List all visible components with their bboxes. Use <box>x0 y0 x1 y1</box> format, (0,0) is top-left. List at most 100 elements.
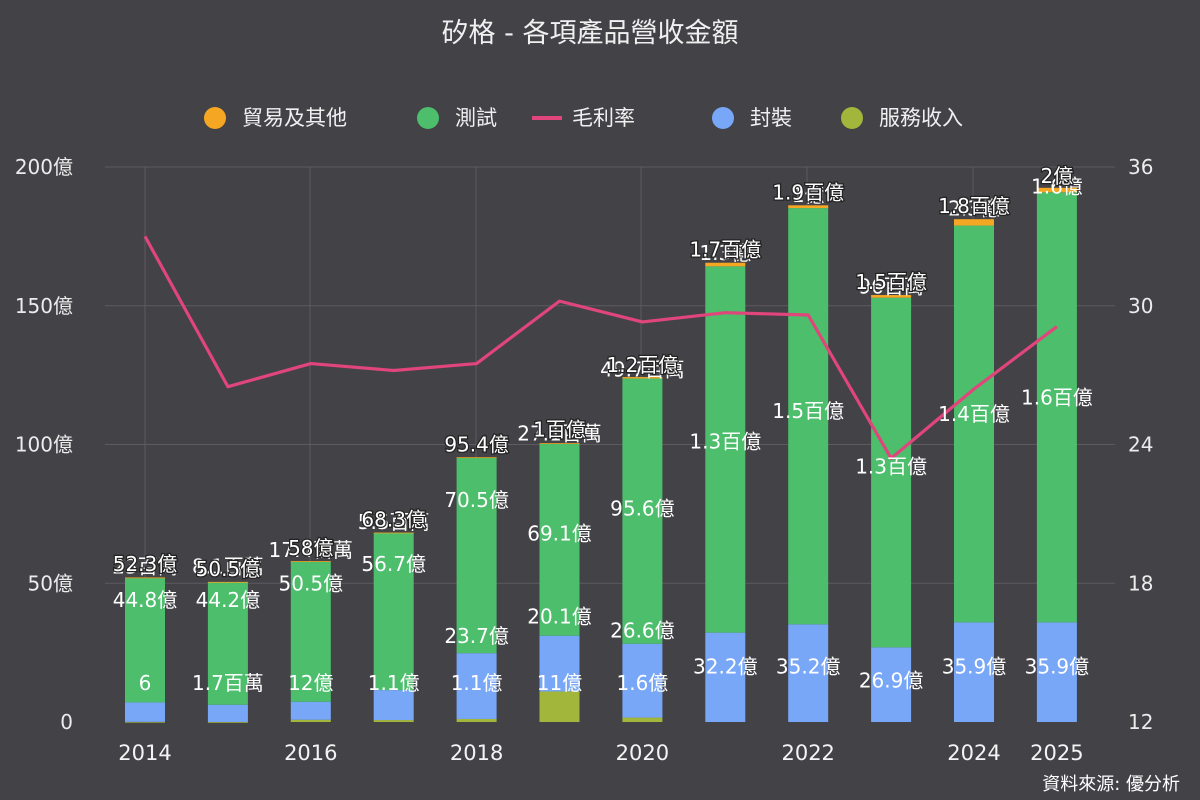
bar-segment-packaging <box>788 624 829 722</box>
x-tick-label: 2025 <box>1030 741 1083 765</box>
stack-label: 1.1億 <box>368 671 420 695</box>
stack-label: 20.1億 <box>527 605 592 629</box>
bar-segment-packaging <box>954 622 994 722</box>
bar-segment-testing <box>125 578 165 703</box>
bar-segment-service <box>290 719 331 722</box>
bar-segment-trade <box>290 561 331 562</box>
stack-label: 70.5億 <box>444 488 509 512</box>
x-tick-label: 2014 <box>118 741 171 765</box>
legend-line-marker <box>532 116 562 120</box>
bar-segment-service <box>622 717 663 722</box>
stack-label: 35.9億 <box>942 655 1007 679</box>
stack-label: 12億 <box>288 671 333 695</box>
stack-label: 5.5百萬 <box>358 510 430 534</box>
stack-label: 1.6百億 <box>1021 385 1093 409</box>
stack-label: 23.7億 <box>444 624 509 648</box>
margin-line <box>143 235 1058 460</box>
total-label: 1.2百億 <box>606 353 678 377</box>
y-right-tick-label: 24 <box>1128 433 1153 457</box>
stack-label: 95.6億 <box>610 496 675 520</box>
total-label: 58億 <box>288 536 333 560</box>
stack-label: 11億 <box>537 671 582 695</box>
stack-label: 44.2億 <box>196 588 261 612</box>
bar-segment-testing <box>290 561 331 702</box>
bar-segment-testing <box>373 532 414 691</box>
stack-label: 50.5億 <box>279 571 344 595</box>
bar-segment-trade <box>456 457 497 459</box>
bar-segment-trade <box>373 532 414 534</box>
x-tick-label: 2020 <box>616 741 669 765</box>
bar-segment-packaging <box>125 702 165 722</box>
stack-label: 17.4百萬 <box>269 538 354 562</box>
stack-label: 23百萬 <box>112 555 177 579</box>
stack-label: 69.1億 <box>527 521 592 545</box>
stack-label: 26.9億 <box>859 668 924 692</box>
stack-label: 96百萬 <box>858 274 923 298</box>
bar-segment-trade <box>788 205 829 209</box>
x-tick-label: 2022 <box>781 741 834 765</box>
total-label: 50.5億 <box>196 557 261 581</box>
stack-label: 1.3百億 <box>855 455 927 479</box>
x-tick-label: 2024 <box>947 741 1000 765</box>
bar-segment-packaging <box>207 704 248 722</box>
total-label: 52.3億 <box>113 552 178 576</box>
bar-segment-testing <box>1036 192 1077 623</box>
bar-segment-trade <box>1036 187 1077 193</box>
y-axis-left: 0 50億 100億 150億 200億 <box>15 155 73 734</box>
stack-label: 1.3億 <box>699 241 751 265</box>
bar-segment-trade <box>705 262 746 267</box>
x-tick-label: 2016 <box>284 741 337 765</box>
bar-segment-trade <box>125 577 165 579</box>
legend: 貿易及其他 測試 毛利率 封裝 服務收入 <box>204 106 963 130</box>
y-left-tick-label: 200億 <box>15 155 73 179</box>
total-label: 1.7百億 <box>689 238 761 262</box>
stack-label: 2.3億 <box>948 197 1000 221</box>
stack-label: 1.5百億 <box>772 399 844 423</box>
legend-dot-marker <box>204 107 226 129</box>
bar-segment-packaging <box>871 647 912 722</box>
legend-dot-marker <box>841 107 863 129</box>
total-label: 1.8百億 <box>938 194 1010 218</box>
bar-segment-trade <box>622 377 663 379</box>
stack-label: 1.4百億 <box>938 402 1010 426</box>
stack-label: 56.7億 <box>361 552 426 576</box>
chart-title: 矽格 - 各項產品營收金額 <box>442 18 739 49</box>
bar-segment-service <box>125 721 165 723</box>
stack-label: 49.7百萬 <box>600 358 685 382</box>
bar-segment-testing <box>954 225 994 623</box>
y-axis-right: 12 18 24 30 36 <box>1128 155 1153 734</box>
total-label: 68.3億 <box>361 507 426 531</box>
stack-label: 1.6億 <box>616 671 668 695</box>
bar-segment-packaging <box>290 701 331 720</box>
legend-dot-marker <box>417 107 439 129</box>
bar-segment-packaging <box>539 635 580 692</box>
y-right-tick-label: 12 <box>1128 710 1153 734</box>
bar-segment-testing <box>871 297 912 648</box>
gross-margin-line <box>143 235 1058 460</box>
bar-segment-testing <box>622 378 663 644</box>
y-left-tick-label: 0 <box>60 710 73 734</box>
data-labels: 644.8億23百萬52.3億1.7百萬44.2億8.1百萬50.5億12億50… <box>111 163 1093 695</box>
bar-segment-service <box>207 721 248 723</box>
bar-segment-testing <box>705 266 746 633</box>
x-axis: 2014 2016 2018 2020 2022 2024 2025 <box>118 741 1083 765</box>
bar-segment-packaging <box>622 643 663 718</box>
y-right-tick-label: 18 <box>1128 571 1153 595</box>
bar-segment-packaging <box>373 690 414 721</box>
stacked-bars <box>125 187 1077 723</box>
stack-label: 1.6億 <box>1031 174 1083 198</box>
source-note: 資料來源: 優分析 <box>1042 774 1180 795</box>
bar-segment-trade <box>954 219 994 226</box>
legend-label: 測試 <box>455 106 497 130</box>
bar-segment-testing <box>456 457 497 654</box>
bar-segment-testing <box>788 208 829 625</box>
bar-segment-trade <box>207 581 248 583</box>
stack-label: 8.1百萬 <box>192 555 264 579</box>
total-label: 2億 <box>1041 164 1074 188</box>
bar-segment-packaging <box>456 653 497 719</box>
bar-segment-testing <box>207 582 248 705</box>
legend-label: 封裝 <box>750 106 792 130</box>
stack-label: 1億 <box>792 183 825 207</box>
stack-label: 35.9億 <box>1025 655 1090 679</box>
